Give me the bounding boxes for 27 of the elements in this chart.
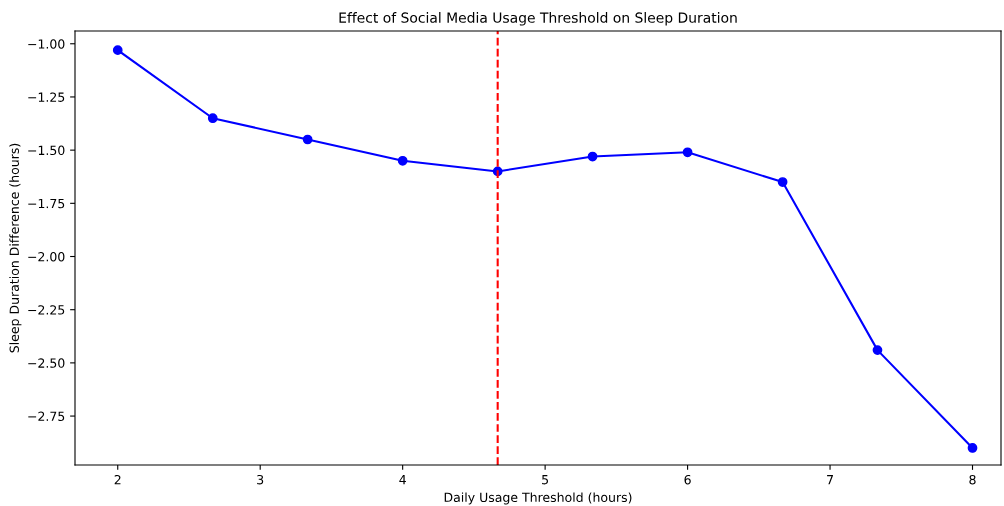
point [302,134,313,145]
x-tick-label: 4 [399,475,406,485]
point [112,45,123,56]
point [967,443,978,453]
point [682,147,693,158]
point [872,345,883,355]
x-tick-label: 7 [827,475,833,485]
y-tick-label: −1.00 [28,39,65,49]
x-tick-label: 3 [257,474,264,485]
y-tick-label: −2.00 [28,251,65,262]
point [777,177,788,187]
x-tick-label: 8 [969,474,976,485]
y-axis-title: Sleep Duration Difference (hours) [9,143,22,353]
x-tick-label: 5 [542,475,549,485]
y-tick-label: −2.25 [28,305,65,315]
point [207,113,218,124]
chart-title: Effect of Social Media Usage Threshold on Sleep Duration [339,12,737,26]
point [587,151,598,162]
y-tick-label: −1.75 [28,198,65,209]
x-tick-label: 6 [684,474,691,485]
y-tick-label: −1.50 [28,145,65,156]
y-tick-label: −2.75 [28,411,65,421]
point [397,155,408,166]
y-tick-label: −1.25 [28,92,65,102]
y-tick-label: −2.50 [28,358,65,368]
x-tick-label: 2 [114,474,121,485]
x-axis-title: Daily Usage Threshold (hours) [444,492,632,505]
